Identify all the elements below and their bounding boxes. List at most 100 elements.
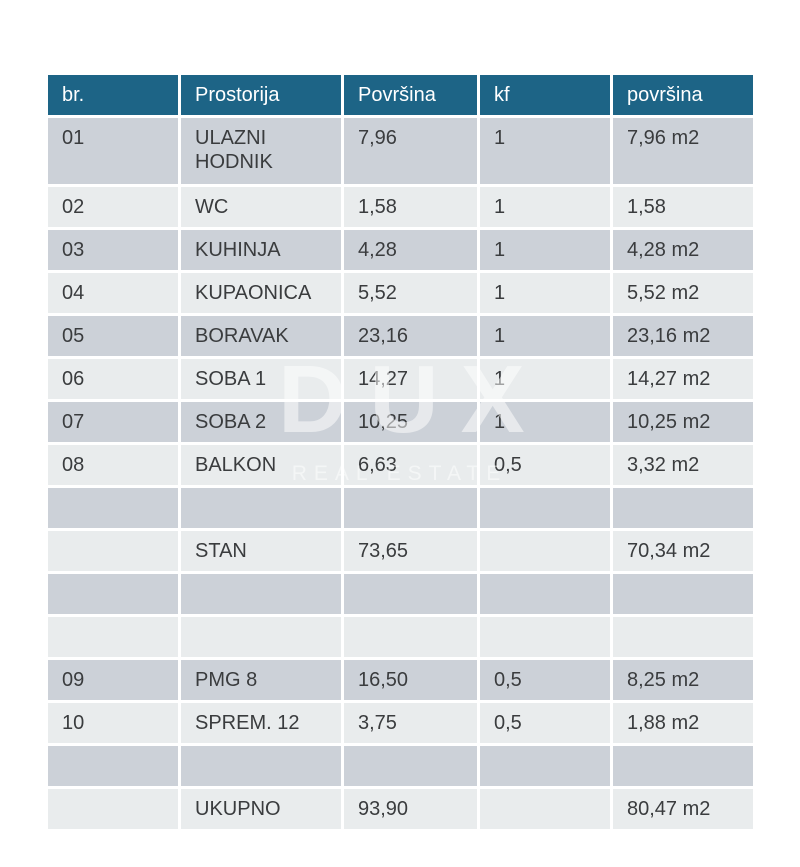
cell-empty [480,617,610,657]
cell-area: 73,65 [344,531,477,571]
cell-number: 05 [48,316,178,356]
cell-area: 7,96 [344,118,477,184]
column-header-br: br. [48,75,178,115]
cell-reduced-area: 1,58 [613,187,753,227]
table-row: 02 WC 1,58 1 1,58 [48,187,753,227]
cell-number: 10 [48,703,178,743]
table-row: 10 SPREM. 12 3,75 0,5 1,88 m2 [48,703,753,743]
cell-number: 08 [48,445,178,485]
cell-empty [613,617,753,657]
spacer-row [48,617,753,657]
cell-empty [480,746,610,786]
table-row: 06 SOBA 1 14,27 1 14,27 m2 [48,359,753,399]
cell-empty [48,488,178,528]
table-header-row: br. Prostorija Površina kf površina [48,75,753,115]
cell-area: 1,58 [344,187,477,227]
cell-empty [181,488,341,528]
cell-number: 07 [48,402,178,442]
cell-empty [181,617,341,657]
cell-empty [344,617,477,657]
cell-reduced-area: 8,25 m2 [613,660,753,700]
cell-empty [613,746,753,786]
cell-kf: 1 [480,402,610,442]
column-header-prostorija: Prostorija [181,75,341,115]
cell-room: KUPAONICA [181,273,341,313]
column-header-povrsina: Površina [344,75,477,115]
spacer-row [48,488,753,528]
cell-number [48,789,178,829]
column-header-kf: kf [480,75,610,115]
cell-room: PMG 8 [181,660,341,700]
cell-kf: 1 [480,316,610,356]
cell-room: WC [181,187,341,227]
area-table: br. Prostorija Površina kf površina 01 U… [48,75,753,829]
cell-empty [480,488,610,528]
cell-reduced-area: 7,96 m2 [613,118,753,184]
cell-empty [613,488,753,528]
spacer-row [48,746,753,786]
total-row-ukupno: UKUPNO 93,90 80,47 m2 [48,789,753,829]
table-row: 03 KUHINJA 4,28 1 4,28 m2 [48,230,753,270]
spacer-row [48,574,753,614]
table-row: 04 KUPAONICA 5,52 1 5,52 m2 [48,273,753,313]
cell-kf [480,789,610,829]
cell-kf: 1 [480,187,610,227]
cell-empty [344,574,477,614]
cell-empty [48,617,178,657]
cell-kf: 1 [480,359,610,399]
cell-room: KUHINJA [181,230,341,270]
cell-room: SPREM. 12 [181,703,341,743]
table-row: 07 SOBA 2 10,25 1 10,25 m2 [48,402,753,442]
cell-number: 02 [48,187,178,227]
column-header-povrsina-reduced: površina [613,75,753,115]
cell-empty [181,574,341,614]
cell-kf: 0,5 [480,660,610,700]
cell-kf: 0,5 [480,703,610,743]
table-row: 08 BALKON 6,63 0,5 3,32 m2 [48,445,753,485]
table-row: 05 BORAVAK 23,16 1 23,16 m2 [48,316,753,356]
cell-room: SOBA 1 [181,359,341,399]
cell-room: UKUPNO [181,789,341,829]
cell-empty [613,574,753,614]
cell-empty [48,574,178,614]
cell-number: 06 [48,359,178,399]
cell-empty [181,746,341,786]
cell-kf: 1 [480,230,610,270]
cell-reduced-area: 80,47 m2 [613,789,753,829]
cell-area: 6,63 [344,445,477,485]
cell-number: 03 [48,230,178,270]
cell-reduced-area: 5,52 m2 [613,273,753,313]
cell-reduced-area: 70,34 m2 [613,531,753,571]
cell-empty [480,574,610,614]
cell-reduced-area: 23,16 m2 [613,316,753,356]
cell-area: 5,52 [344,273,477,313]
cell-area: 93,90 [344,789,477,829]
cell-reduced-area: 4,28 m2 [613,230,753,270]
cell-room: BORAVAK [181,316,341,356]
cell-number: 04 [48,273,178,313]
cell-area: 14,27 [344,359,477,399]
cell-kf [480,531,610,571]
cell-number [48,531,178,571]
cell-kf: 1 [480,118,610,184]
cell-reduced-area: 10,25 m2 [613,402,753,442]
cell-area: 10,25 [344,402,477,442]
cell-room: ULAZNI HODNIK [181,118,341,184]
cell-room: SOBA 2 [181,402,341,442]
cell-empty [48,746,178,786]
table-row: 01 ULAZNI HODNIK 7,96 1 7,96 m2 [48,118,753,184]
subtotal-row-stan: STAN 73,65 70,34 m2 [48,531,753,571]
cell-reduced-area: 1,88 m2 [613,703,753,743]
cell-empty [344,488,477,528]
cell-empty [344,746,477,786]
cell-kf: 0,5 [480,445,610,485]
cell-area: 4,28 [344,230,477,270]
cell-room: BALKON [181,445,341,485]
cell-reduced-area: 14,27 m2 [613,359,753,399]
cell-reduced-area: 3,32 m2 [613,445,753,485]
cell-area: 3,75 [344,703,477,743]
cell-number: 09 [48,660,178,700]
cell-area: 23,16 [344,316,477,356]
cell-area: 16,50 [344,660,477,700]
cell-room: STAN [181,531,341,571]
